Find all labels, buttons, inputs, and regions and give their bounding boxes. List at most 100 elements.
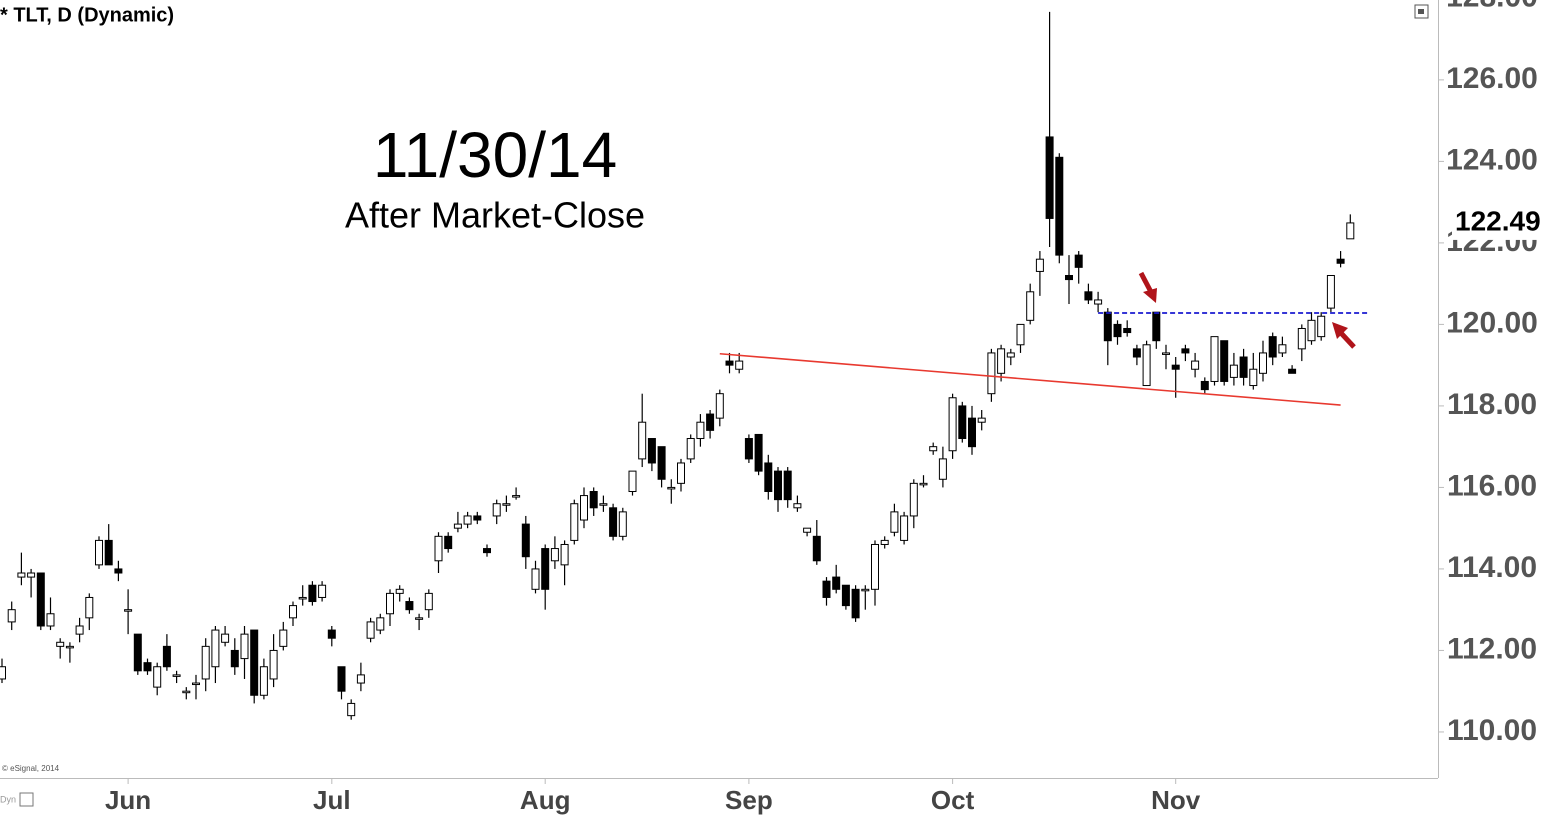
candle-body-down [114, 568, 123, 574]
candle-body-up [453, 523, 462, 529]
candle-body-up [1297, 327, 1306, 350]
candle-body-up [938, 458, 947, 480]
candle-body-down [250, 629, 259, 696]
candle-body-up [1346, 222, 1355, 240]
candle-body-up [153, 666, 162, 688]
candle-body-up [1307, 319, 1316, 342]
candle-body-down [657, 446, 666, 480]
candle-body-up [909, 482, 918, 517]
candle-body-up [1094, 299, 1103, 305]
candle-body-down [706, 413, 715, 431]
corner-icon[interactable] [19, 792, 34, 807]
candle-body-up [570, 503, 579, 541]
last-price-label: 122.49 [1455, 205, 1541, 236]
y-tick-label: 114.00 [1447, 551, 1537, 584]
candle-body-up [366, 621, 375, 639]
candle-body-down [1239, 356, 1248, 378]
x-tick-label: Aug [520, 785, 571, 815]
candle-body-down [851, 588, 860, 619]
candle-body-down [832, 576, 841, 590]
candle-body-up [512, 495, 521, 498]
window-icon-inner [1418, 9, 1424, 14]
y-tick-label: 126.00 [1446, 62, 1538, 95]
candle-body-up [1210, 336, 1219, 382]
x-tick-label: Nov [1151, 785, 1201, 815]
candle-body-up [1026, 291, 1035, 321]
candle-body-down [647, 438, 656, 464]
candle-body-up [1006, 352, 1015, 358]
reference-line [719, 352, 1341, 406]
candle-body-up [201, 645, 210, 680]
candle-body-down [958, 405, 967, 440]
arrow-head [1332, 322, 1348, 339]
x-tick-label: Jul [313, 785, 351, 815]
y-tick-label: 112.00 [1447, 632, 1537, 665]
candle-body-up [279, 629, 288, 647]
candle-body-down [162, 645, 171, 668]
candle-body-down [1103, 311, 1112, 342]
candle-body-down [1181, 348, 1190, 354]
candle-body-up [715, 393, 724, 419]
candle-body-up [793, 503, 802, 509]
candle-body-up [318, 584, 327, 598]
candle-body-up [65, 645, 74, 649]
candle-body-down [968, 417, 976, 448]
candle-body-up [463, 515, 472, 525]
candle-body-down [36, 572, 45, 627]
candle-body-up [415, 617, 424, 620]
candle-body-down [1055, 156, 1064, 256]
corner-label: Dyn [0, 794, 16, 804]
arrow [1332, 322, 1356, 349]
candle-body-up [900, 515, 909, 541]
candle-body-up [492, 503, 501, 517]
candle-body-up [124, 609, 133, 612]
candle-body-up [997, 348, 1006, 374]
y-tick-label: 118.00 [1447, 388, 1537, 421]
candle-body-up [424, 592, 433, 611]
candle-body-up [1191, 360, 1200, 370]
candle-body-up [395, 588, 404, 594]
candle-body-up [919, 482, 928, 486]
candle-body-down [1045, 136, 1054, 219]
candle-body-down [822, 580, 831, 598]
candle-body-up [85, 596, 94, 619]
candle-body-up [7, 609, 16, 623]
candle-body-down [1074, 254, 1083, 268]
candle-body-up [861, 588, 870, 592]
candle-body-down [1132, 348, 1141, 358]
candle-body-down [230, 649, 239, 668]
candle-body-down [1336, 258, 1345, 264]
candle-body-down [133, 633, 142, 672]
candle-body-up [1229, 364, 1238, 378]
candle-body-up [46, 613, 55, 627]
candle-body-up [0, 666, 6, 680]
y-tick-label: 128.00 [1446, 0, 1538, 13]
candle-body-down [609, 507, 618, 537]
candle-body-up [1142, 344, 1151, 387]
candle-body-up [1035, 258, 1044, 272]
x-tick-label: Sep [725, 785, 773, 815]
candle-body-down [774, 470, 782, 501]
candle-body-up [880, 539, 889, 545]
candle-body-up [356, 674, 365, 684]
candle-body-down [589, 490, 598, 509]
candle-body-up [628, 470, 637, 492]
candle-body-down [725, 360, 734, 366]
candle-body-down [764, 462, 773, 492]
candle-body-down [1200, 380, 1209, 391]
x-tick-label: Jun [105, 785, 151, 815]
candle-body-down [1084, 291, 1093, 301]
candle-body-up [580, 495, 588, 521]
candle-body-up [929, 446, 938, 452]
annotation: After Market-Close [345, 195, 645, 236]
y-tick-label: 124.00 [1446, 143, 1538, 176]
candle-body-up [211, 629, 220, 668]
candle-body-down [405, 601, 414, 611]
candle-body-up [677, 462, 685, 484]
candle-body-down [1171, 364, 1180, 370]
candle-body-down [1113, 323, 1122, 338]
candle-body-up [871, 543, 879, 590]
